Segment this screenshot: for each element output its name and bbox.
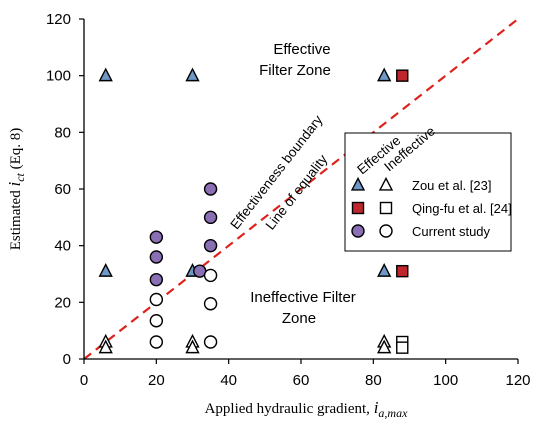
y-axis-title-suffix: (Eq. 8) [8, 128, 24, 173]
legend-label-current-study: Current study [412, 224, 491, 239]
legend-box [344, 132, 512, 252]
current-study-ineffective-point [149, 292, 164, 307]
y-tick-label: 40 [54, 238, 71, 255]
x-tick-label: 80 [365, 372, 382, 389]
y-tick-label: 60 [54, 181, 71, 198]
axes [79, 18, 519, 364]
current-study-ineffective-point [203, 297, 218, 311]
current-study-effective-point [149, 230, 164, 244]
effective-zone-label-line1: Effective [273, 41, 330, 58]
legend-marker-zou-et-al-23-effective [350, 176, 366, 191]
qing-fu-et-al-24-effective-point [396, 264, 409, 278]
x-tick-label: 0 [80, 372, 88, 389]
current-study-effective-point [203, 210, 218, 225]
x-axis-title-var: i [374, 398, 379, 417]
ineffective-zone-label-line2: Zone [282, 310, 316, 327]
current-study-effective-point [203, 182, 218, 196]
legend-marker-current-study-effective [351, 224, 365, 238]
x-tick-label: 60 [293, 372, 310, 389]
legend-marker-zou-et-al-23-ineffective [378, 176, 394, 191]
zou-et-al-23-effective-point [185, 67, 200, 82]
y-axis-title-var: i [5, 182, 24, 187]
legend-marker-qing-fu-et-al-24-effective [351, 201, 365, 215]
effective-zone-label-line2: Filter Zone [259, 62, 331, 79]
legend-label-qingfu: Qing-fu et al. [24] [412, 201, 512, 216]
zou-et-al-23-effective-point [98, 67, 113, 82]
x-tick-label: 40 [220, 372, 237, 389]
x-axis-title: Applied hydraulic gradient, ia,max [205, 398, 409, 420]
plot-area [84, 19, 518, 359]
qing-fu-et-al-24-ineffective-point [396, 341, 409, 354]
y-tick-label: 80 [54, 124, 71, 141]
x-tick-label: 100 [433, 372, 458, 389]
current-study-effective-point [149, 272, 164, 287]
x-tick-label: 20 [148, 372, 165, 389]
legend: Effective Ineffective Zou et al. [23] Qi… [344, 123, 512, 252]
current-study-ineffective-point [203, 335, 218, 349]
y-tick-label: 20 [54, 294, 71, 311]
tick-labels: 0 20 40 60 80 100 120 0 20 40 60 80 100 120 [46, 11, 531, 389]
legend-markers [350, 176, 394, 238]
current-study-effective-point [149, 250, 164, 264]
current-study-ineffective-point [203, 268, 218, 283]
y-tick-label: 120 [46, 11, 71, 28]
x-axis-title-sub: a,max [378, 406, 408, 420]
zou-et-al-23-effective-point [377, 263, 392, 277]
y-tick-label: 0 [63, 351, 71, 368]
zou-et-al-23-effective-point [98, 263, 113, 277]
x-tick-label: 120 [505, 372, 530, 389]
y-axis-title-main: Estimated [8, 187, 24, 251]
zou-et-al-23-ineffective-point [185, 339, 200, 354]
zou-et-al-23-ineffective-point [377, 339, 392, 354]
current-study-ineffective-point [149, 314, 164, 328]
ineffective-zone-label-line1: Ineffective Filter [250, 289, 356, 306]
y-axis-title: Estimated ict (Eq. 8) [5, 128, 27, 251]
zou-et-al-23-effective-point [377, 67, 392, 82]
legend-marker-qing-fu-et-al-24-ineffective [379, 201, 393, 215]
current-study-effective-point [203, 238, 218, 253]
y-axis-title-sub: ct [13, 172, 27, 181]
y-tick-label: 100 [46, 68, 71, 85]
legend-label-zou: Zou et al. [23] [412, 178, 492, 193]
current-study-ineffective-point [149, 335, 164, 349]
x-axis-title-main: Applied hydraulic gradient, [205, 401, 374, 417]
qing-fu-et-al-24-effective-point [396, 69, 409, 82]
zou-et-al-23-ineffective-point [98, 339, 113, 354]
legend-marker-current-study-ineffective [379, 224, 393, 238]
